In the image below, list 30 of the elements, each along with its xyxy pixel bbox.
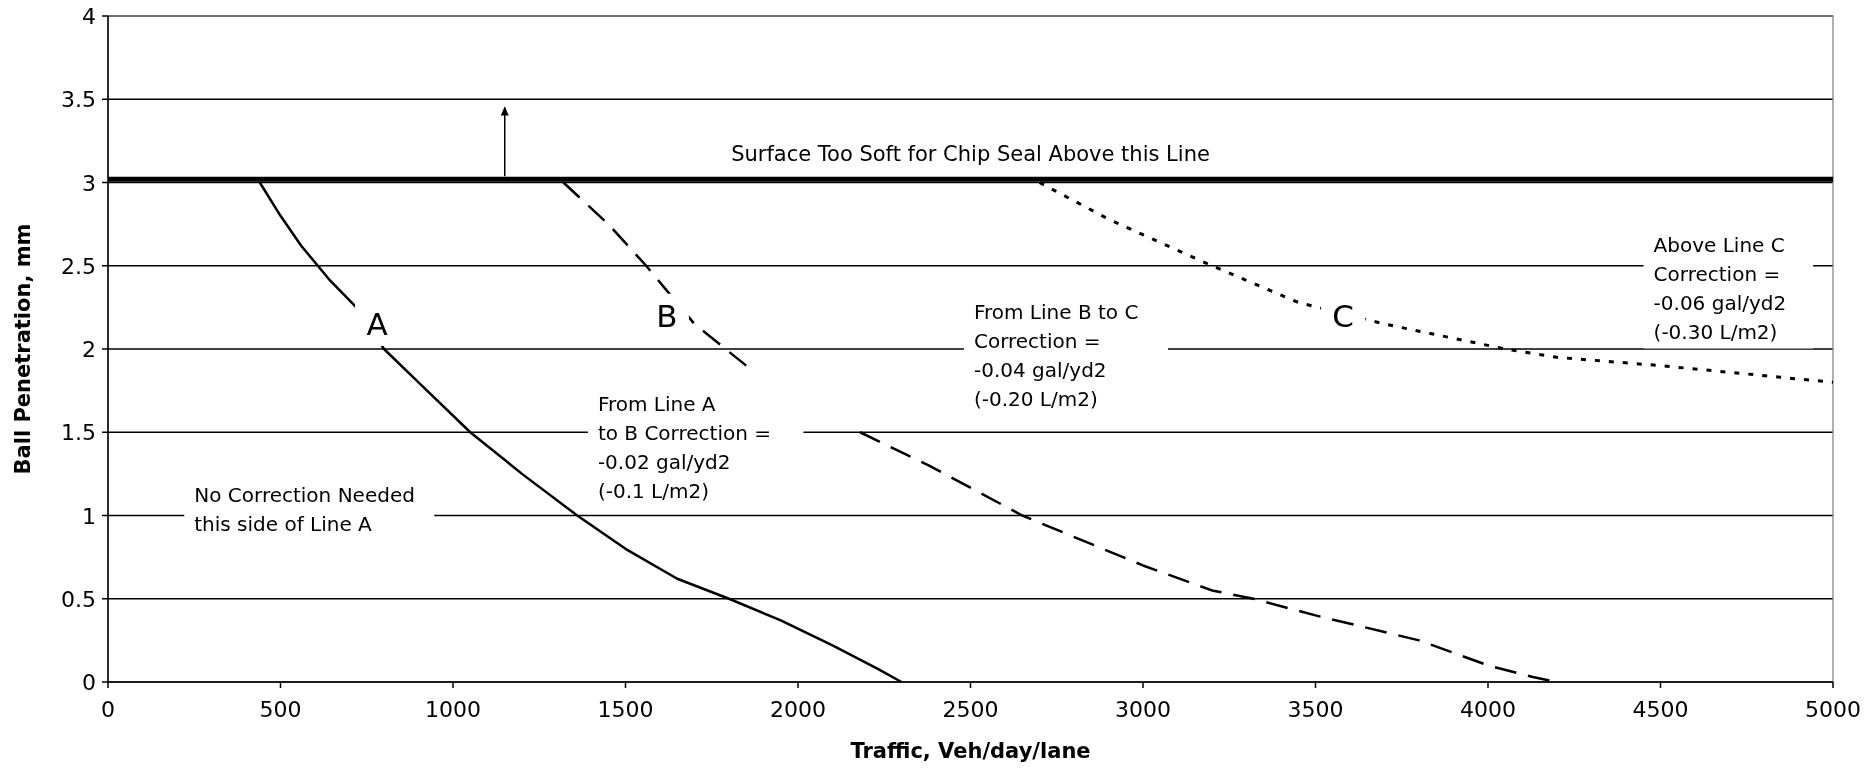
- y-tick-label: 3: [82, 170, 96, 196]
- annotation: From Line A to B Correction = -0.02 gal/yd2 (-0.1 L/m2): [597, 391, 772, 503]
- ref-line-label: Surface Too Soft for Chip Seal Above this Line: [731, 142, 1210, 167]
- x-axis-title: Traffic, Veh/day/lane: [850, 739, 1091, 763]
- y-tick-label: 0: [82, 670, 96, 695]
- y-tick-label: 0.5: [61, 586, 96, 612]
- annotation: B: [656, 297, 678, 334]
- annotation: No Correction Needed this side of Line A: [194, 483, 415, 537]
- x-tick-label: 0: [101, 697, 115, 722]
- y-tick-label: 2.5: [61, 253, 96, 279]
- annotation: A: [366, 306, 388, 343]
- x-tick-label: 4000: [1460, 697, 1516, 722]
- y-tick-label: 2: [82, 337, 96, 362]
- annotation: C: [1332, 297, 1354, 334]
- x-tick-label: 2000: [770, 697, 826, 722]
- x-tick-label: 1500: [597, 697, 654, 722]
- y-tick-label: 1.5: [61, 420, 96, 446]
- x-tick-label: 3500: [1287, 697, 1344, 722]
- x-tick-label: 3000: [1115, 697, 1171, 722]
- y-axis-title: Ball Penetration, mm: [11, 223, 35, 475]
- x-tick-label: 1000: [425, 697, 481, 722]
- annotation: Above Line C Correction = -0.06 gal/yd2 (-0.30 L/m2): [1653, 233, 1787, 345]
- y-tick-label: 3.5: [61, 87, 96, 113]
- annotation: From Line B to C Correction = -0.04 gal/yd2 (-0.20 L/m2): [973, 300, 1139, 412]
- y-tick-label: 4: [82, 4, 96, 29]
- x-tick-label: 4500: [1632, 697, 1689, 722]
- y-tick-label: 1: [82, 503, 96, 529]
- x-tick-label: 5000: [1805, 697, 1861, 722]
- x-tick-label: 2500: [942, 697, 999, 722]
- x-tick-label: 500: [259, 697, 302, 722]
